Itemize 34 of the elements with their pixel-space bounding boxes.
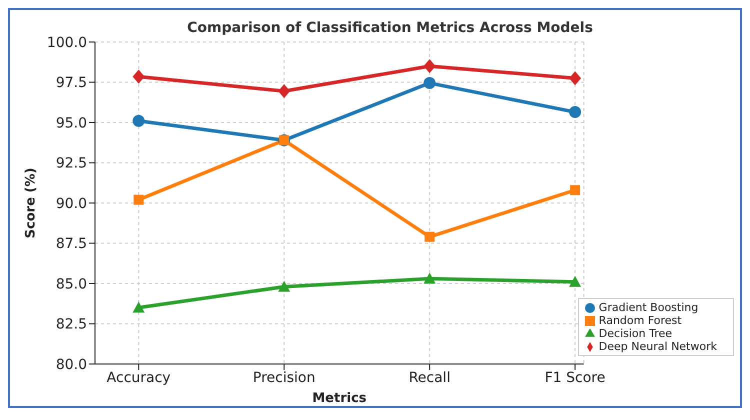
x-axis-title: Metrics xyxy=(312,391,367,406)
y-tick-label: 85.0 xyxy=(56,276,87,292)
legend-label: Random Forest xyxy=(598,314,682,327)
point xyxy=(134,194,144,205)
y-tick-label: 87.5 xyxy=(56,236,87,252)
y-tick-label: 92.5 xyxy=(56,156,87,172)
point xyxy=(132,114,145,127)
y-axis-title: Score (%) xyxy=(24,168,39,238)
point xyxy=(424,77,436,90)
point xyxy=(424,272,436,284)
point xyxy=(278,280,290,292)
point xyxy=(132,70,145,84)
x-tick-label: Accuracy xyxy=(106,370,171,386)
chart-title: Comparison of Classification Metrics Across Models xyxy=(186,20,594,36)
x-tick-label: Precision xyxy=(252,370,316,386)
y-tick-label: 100.0 xyxy=(46,34,87,51)
point xyxy=(278,84,290,98)
legend-label: Deep Neural Network xyxy=(598,340,717,353)
point xyxy=(569,71,582,86)
legend-label: Gradient Boosting xyxy=(598,301,698,314)
x-tick-label: F1 Score xyxy=(544,370,606,386)
point xyxy=(570,185,580,196)
point xyxy=(569,106,582,118)
point xyxy=(569,276,582,287)
point xyxy=(424,232,435,242)
point xyxy=(132,302,145,313)
point xyxy=(424,59,436,74)
y-tick-label: 90.0 xyxy=(56,196,87,212)
legend-label: Decision Tree xyxy=(598,327,672,340)
x-tick-label: Recall xyxy=(408,370,450,386)
y-tick-label: 82.5 xyxy=(56,316,87,333)
y-tick-label: 95.0 xyxy=(56,115,87,132)
y-tick-label: 97.5 xyxy=(56,75,87,92)
y-tick-label: 80.0 xyxy=(56,356,87,373)
